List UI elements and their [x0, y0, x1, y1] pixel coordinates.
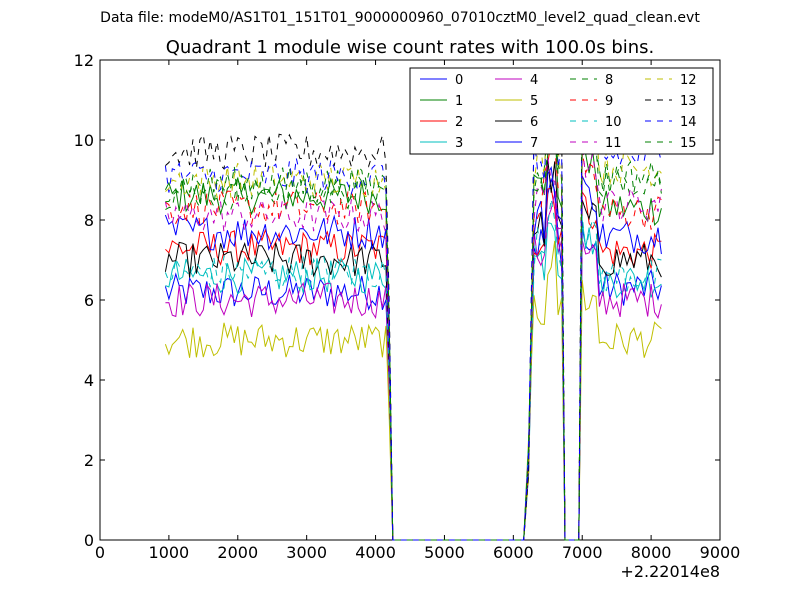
legend-label: 8 [605, 73, 613, 88]
y-tick-label: 12 [74, 51, 94, 70]
series-line-5 [164, 240, 662, 541]
x-tick-label: 5000 [424, 543, 465, 562]
legend-label: 11 [605, 136, 622, 151]
series-line-6 [164, 159, 662, 541]
series-line-14 [164, 94, 662, 541]
legend-label: 3 [455, 136, 463, 151]
series-line-8 [165, 119, 662, 541]
x-tick-label: 6000 [493, 543, 534, 562]
legend-label: 1 [455, 94, 463, 109]
legend-label: 9 [605, 94, 613, 109]
y-tick-label: 6 [84, 291, 94, 310]
chart-title: Quadrant 1 module wise count rates with … [165, 37, 655, 58]
y-tick-label: 2 [84, 451, 94, 470]
y-tick-label: 10 [74, 131, 94, 150]
x-tick-label: 2000 [217, 543, 258, 562]
x-tick-label: 1000 [149, 543, 190, 562]
series-line-10 [164, 198, 662, 541]
data-file-caption: Data file: modeM0/AS1T01_151T01_90000009… [100, 10, 700, 26]
legend-label: 4 [530, 73, 538, 88]
series-line-1 [164, 119, 662, 541]
legend-label: 6 [530, 115, 538, 130]
series-line-7 [164, 166, 662, 541]
series-line-11 [164, 143, 662, 541]
x-offset-label: +2.22014e8 [620, 562, 720, 581]
legend-label: 7 [530, 136, 538, 151]
x-tick-label: 7000 [562, 543, 603, 562]
x-tick-label: 9000 [700, 543, 741, 562]
y-tick-label: 8 [84, 211, 94, 230]
x-tick-label: 8000 [631, 543, 672, 562]
legend-label: 10 [605, 115, 622, 130]
x-tick-label: 3000 [286, 543, 327, 562]
series-line-3 [165, 219, 662, 541]
y-tick-label: 4 [84, 371, 94, 390]
legend-label: 14 [680, 115, 697, 130]
legend-label: 2 [455, 115, 463, 130]
legend-label: 15 [680, 136, 697, 151]
legend-label: 13 [680, 94, 697, 109]
series-line-2 [165, 187, 662, 541]
x-tick-label: 4000 [355, 543, 396, 562]
legend-label: 12 [680, 73, 697, 88]
x-tick-label: 0 [95, 543, 105, 562]
series-line-4 [165, 193, 662, 541]
series-line-9 [165, 140, 662, 541]
y-tick-label: 0 [84, 531, 94, 550]
legend-box [409, 67, 714, 155]
legend-label: 0 [455, 73, 463, 88]
series-line-15 [165, 106, 662, 541]
legend-label: 5 [530, 94, 538, 109]
